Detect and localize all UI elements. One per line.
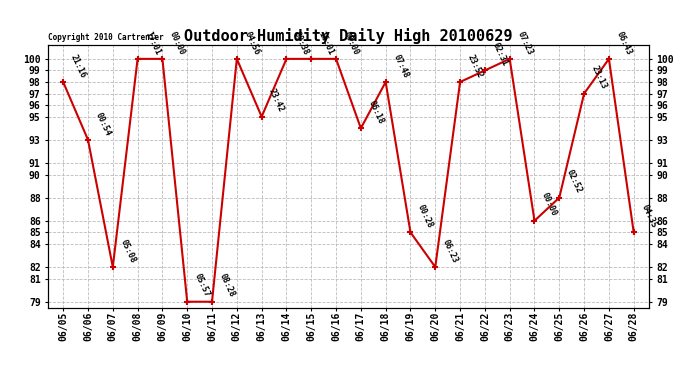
Text: 17:01: 17:01 bbox=[143, 30, 162, 56]
Text: 00:38: 00:38 bbox=[292, 30, 310, 56]
Text: 06:18: 06:18 bbox=[366, 99, 385, 126]
Text: 00:00: 00:00 bbox=[342, 30, 360, 56]
Text: 05:57: 05:57 bbox=[193, 273, 212, 299]
Text: 23:13: 23:13 bbox=[590, 64, 609, 91]
Text: 16:01: 16:01 bbox=[317, 30, 335, 56]
Text: 23:52: 23:52 bbox=[466, 53, 484, 79]
Text: 05:08: 05:08 bbox=[119, 238, 137, 264]
Text: 07:48: 07:48 bbox=[391, 53, 410, 79]
Text: 21:16: 21:16 bbox=[69, 53, 88, 79]
Text: 08:28: 08:28 bbox=[217, 273, 236, 299]
Text: 06:23: 06:23 bbox=[441, 238, 460, 264]
Text: 02:31: 02:31 bbox=[491, 41, 509, 68]
Text: 00:00: 00:00 bbox=[540, 192, 559, 218]
Text: 23:42: 23:42 bbox=[267, 87, 286, 114]
Text: 07:23: 07:23 bbox=[515, 30, 534, 56]
Text: Copyright 2010 Cartrenier: Copyright 2010 Cartrenier bbox=[48, 33, 164, 42]
Title: Outdoor Humidity Daily High 20100629: Outdoor Humidity Daily High 20100629 bbox=[184, 28, 513, 44]
Text: 00:54: 00:54 bbox=[94, 111, 112, 137]
Text: 00:28: 00:28 bbox=[416, 203, 435, 229]
Text: 04:35: 04:35 bbox=[639, 203, 658, 229]
Text: 04:56: 04:56 bbox=[242, 30, 261, 56]
Text: 02:52: 02:52 bbox=[565, 168, 584, 195]
Text: 00:00: 00:00 bbox=[168, 30, 187, 56]
Text: 06:43: 06:43 bbox=[615, 30, 633, 56]
